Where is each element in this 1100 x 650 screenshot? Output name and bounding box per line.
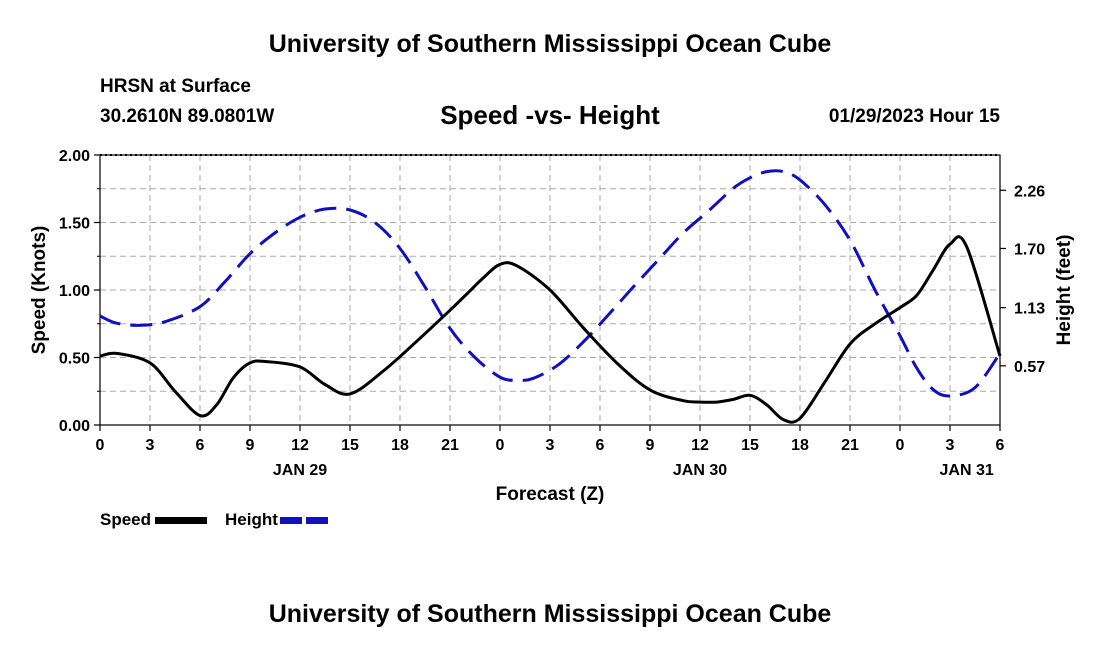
legend-speed-label: Speed	[100, 510, 152, 529]
y-tick-label: 0.50	[59, 351, 90, 368]
footer-title: University of Southern Mississippi Ocean…	[268, 600, 832, 628]
chart-legend: Speed Height	[100, 510, 332, 530]
height-axis: 0.57 1.13 1.70 2.26	[1000, 183, 1045, 376]
chart-grid	[100, 154, 1000, 425]
legend-speed-swatch	[155, 516, 208, 524]
y2-tick-label: 1.13	[1014, 301, 1045, 318]
x-tick-label: 6	[996, 437, 1005, 454]
station-coordinates: 30.2610N 89.0801W	[100, 106, 275, 127]
speed-height-chart: 0.00 0.50 1.00 1.50 2.00 0.57 1.13 1.70 2.26 0 3…	[29, 148, 1075, 505]
x-tick-label: 12	[291, 437, 309, 454]
y-tick-label: 0.00	[59, 418, 90, 435]
x-tick-label: 12	[691, 437, 709, 454]
x-tick-label: 0	[96, 437, 105, 454]
forecast-axis: 0 3 6 9 12 15 18 21 0 3 6 9 12 15 18 21 0 3 6 JAN 29 JAN 30 J…	[96, 425, 1005, 479]
y2-tick-label: 2.26	[1014, 183, 1045, 200]
x-tick-label: 3	[946, 437, 955, 454]
speed-series-line	[99, 235, 1002, 424]
height-series-line	[99, 169, 1002, 398]
x-tick-label: 0	[896, 437, 905, 454]
x-tick-label: 18	[791, 437, 809, 454]
x-tick-label: 18	[391, 437, 409, 454]
y2-tick-label: 1.70	[1014, 241, 1045, 258]
x-tick-label: 9	[246, 437, 255, 454]
legend-height-label: Height	[225, 510, 278, 529]
y-tick-label: 1.50	[59, 216, 90, 233]
y-axis-label: Speed (Knots)	[29, 226, 50, 355]
x-date-label: JAN 29	[273, 462, 327, 479]
y2-axis-label: Height (feet)	[1054, 235, 1075, 346]
chart-title: Speed -vs- Height	[440, 100, 660, 130]
x-tick-label: 15	[741, 437, 759, 454]
legend-height-swatch	[279, 516, 332, 524]
speed-axis: 0.00 0.50 1.00 1.50 2.00	[59, 148, 100, 435]
x-date-label: JAN 30	[673, 462, 727, 479]
y-tick-label: 1.00	[59, 283, 90, 300]
station-label: HRSN at Surface	[100, 76, 251, 97]
x-date-label: JAN 31	[940, 462, 994, 479]
x-tick-label: 15	[341, 437, 359, 454]
x-tick-label: 0	[496, 437, 505, 454]
x-tick-label: 3	[546, 437, 555, 454]
x-tick-label: 6	[196, 437, 205, 454]
x-tick-label: 6	[596, 437, 605, 454]
page-title: University of Southern Mississippi Ocean…	[268, 30, 832, 58]
forecast-datetime: 01/29/2023 Hour 15	[828, 106, 1000, 127]
y-tick-label: 2.00	[59, 148, 90, 165]
x-tick-label: 21	[841, 437, 859, 454]
x-tick-label: 21	[441, 437, 459, 454]
x-tick-label: 9	[646, 437, 655, 454]
x-tick-label: 3	[146, 437, 155, 454]
x-axis-label: Forecast (Z)	[496, 484, 605, 505]
y2-tick-label: 0.57	[1014, 359, 1045, 376]
